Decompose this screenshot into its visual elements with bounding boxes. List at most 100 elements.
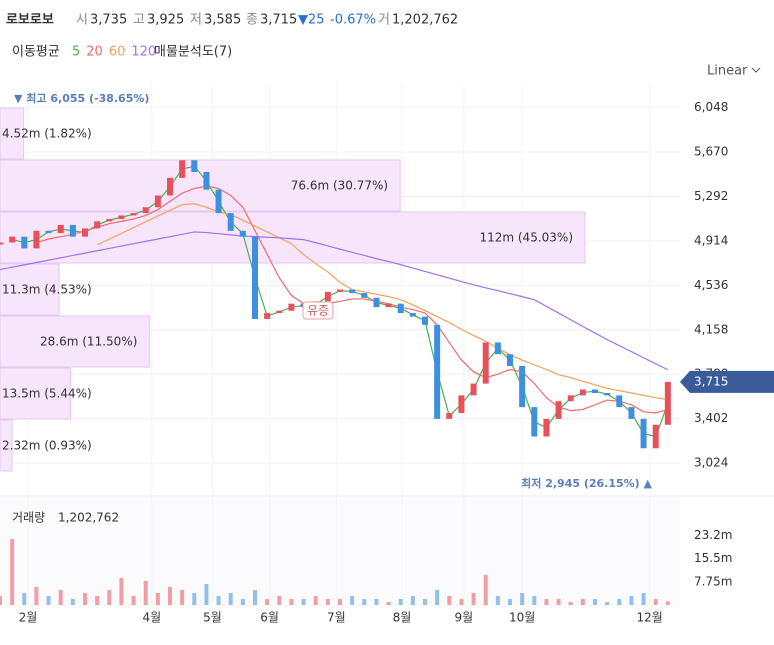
event-label: 유증 <box>307 304 329 318</box>
volume-bar <box>180 590 185 605</box>
volume-bar <box>483 575 488 605</box>
volume-bar <box>46 596 51 605</box>
candle <box>94 221 101 229</box>
volume-bar <box>34 587 39 605</box>
candle <box>458 395 465 413</box>
volume-bar <box>398 599 403 605</box>
candle <box>276 310 283 314</box>
candle <box>543 418 550 437</box>
candle <box>9 236 16 243</box>
profile-bar <box>0 211 586 264</box>
candle <box>373 297 380 308</box>
volume-bar <box>410 596 415 605</box>
volume-bar <box>289 599 294 605</box>
profile-label: 13.5m (5.44%) <box>2 387 92 401</box>
candle <box>252 236 258 319</box>
stock-name: 로보로보 <box>6 13 54 28</box>
change: ▼25 <box>298 13 325 28</box>
price-tag-label: 3,715 <box>694 374 728 388</box>
y-tick-label: 5,670 <box>694 145 728 159</box>
x-tick-label: 7월 <box>327 611 346 625</box>
volume-bar <box>10 539 15 605</box>
volume-bar <box>95 596 100 605</box>
candle <box>69 224 76 237</box>
high-label: 고 <box>133 13 145 28</box>
candle <box>191 160 198 172</box>
profile-label: 4.52m (1.82%) <box>2 127 92 141</box>
candle <box>288 303 295 311</box>
volume-bar <box>447 596 452 605</box>
volume-bar <box>325 599 330 605</box>
open-label: 시 <box>76 13 88 28</box>
low: 3,585 <box>204 13 241 28</box>
candle <box>45 230 52 234</box>
candle <box>361 293 368 298</box>
y-tick-label: 3,402 <box>694 411 728 425</box>
candle <box>397 303 404 314</box>
volume-tick-label: 23.2m <box>694 528 732 542</box>
volume-bar <box>107 590 112 605</box>
x-tick-label: 5월 <box>203 611 222 625</box>
volume-bar <box>556 599 561 605</box>
volume-bar <box>532 596 537 605</box>
volume-tick-label: 15.5m <box>694 551 732 565</box>
scale-button[interactable]: Linear <box>707 64 748 79</box>
legend-entry: 120 <box>131 45 156 60</box>
x-tick-label: 2월 <box>19 611 38 625</box>
volume-bar <box>374 599 379 605</box>
candle <box>215 189 222 214</box>
candle <box>203 171 210 190</box>
candle <box>664 381 671 425</box>
volume-bar <box>520 593 525 605</box>
y-tick-label: 4,914 <box>694 233 728 247</box>
candle <box>519 365 526 408</box>
volume-bar <box>386 602 391 605</box>
volume-title: 거래량 <box>12 511 45 525</box>
volume-bar <box>119 578 124 605</box>
open: 3,735 <box>90 13 127 28</box>
legend-entry: 5 <box>72 45 80 60</box>
volume-bar <box>362 599 367 605</box>
candle <box>555 401 562 419</box>
volume-bar <box>155 593 160 605</box>
close: 3,715 <box>260 13 297 28</box>
ma-line <box>0 231 669 371</box>
candle <box>130 213 137 216</box>
profile-bar <box>0 107 25 160</box>
candle <box>446 412 453 419</box>
x-tick-label: 10월 <box>509 611 535 625</box>
volume-bar <box>495 596 500 605</box>
volume-bar <box>665 601 670 605</box>
volume-bar <box>143 581 148 605</box>
event-box <box>302 301 334 320</box>
candle <box>118 215 125 220</box>
volume-bar <box>216 596 221 605</box>
volume-tick-label: 7.75m <box>694 574 732 588</box>
volume-bar <box>253 590 257 605</box>
volume-bar <box>580 599 585 605</box>
candle <box>33 230 40 249</box>
high: 3,925 <box>147 13 184 28</box>
candle <box>592 389 598 394</box>
volume-value: 1,202,762 <box>58 511 119 525</box>
volume-bar <box>70 599 75 605</box>
candle <box>0 242 3 245</box>
candle <box>494 342 501 355</box>
candle <box>154 195 161 208</box>
y-tick-label: 4,158 <box>694 322 728 336</box>
volume-bar <box>544 599 549 605</box>
volume-bar <box>641 593 646 605</box>
y-tick-label: 3,024 <box>694 456 728 470</box>
candle <box>21 236 28 249</box>
x-tick-label: 9월 <box>455 611 474 625</box>
volume-bar <box>240 599 245 605</box>
profile-label: 11.3m (4.53%) <box>2 283 92 297</box>
volume-bar <box>228 593 233 605</box>
header: 로보로보 시 3,735 고 3,925 저 3,585 종 3,715 ▼25… <box>6 13 761 79</box>
ma-title: 이동평균 <box>12 45 60 60</box>
ma-line <box>36 185 669 414</box>
volume-bar <box>617 599 622 605</box>
volume: 1,202,762 <box>392 13 458 28</box>
ma-line <box>96 203 668 401</box>
volume-bar <box>459 599 464 605</box>
